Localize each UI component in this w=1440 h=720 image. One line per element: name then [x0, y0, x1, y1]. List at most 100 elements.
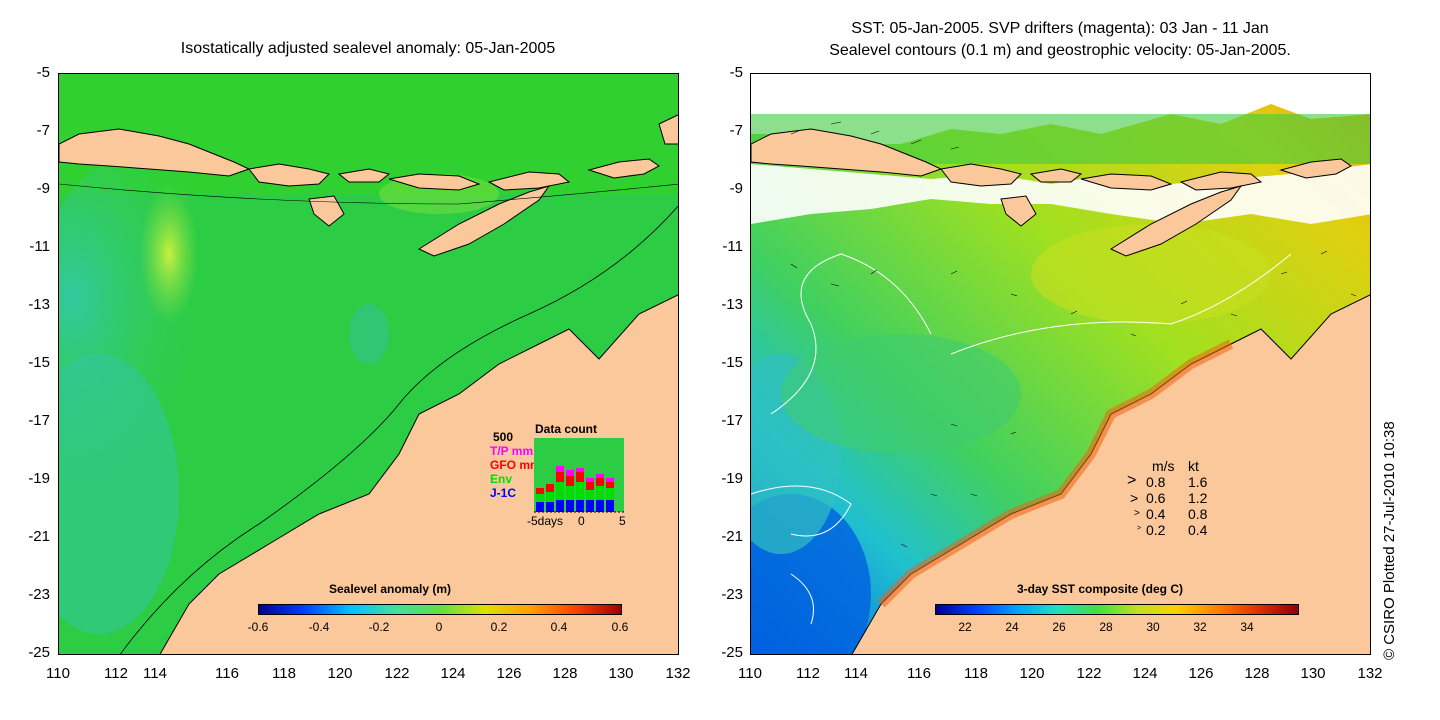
- left-colorbar-tick: 0.2: [490, 620, 508, 634]
- right-colorbar-label: 3-day SST composite (deg C): [1016, 582, 1184, 596]
- x-tick-label: 120: [327, 665, 353, 682]
- data-count-bar: [606, 478, 614, 512]
- y-tick-label: -23: [721, 586, 743, 603]
- data-count-xlabel: -5days: [527, 514, 564, 528]
- velocity-legend-arrow-icon: >: [1127, 472, 1137, 489]
- y-tick-label: -5: [729, 64, 743, 81]
- y-tick-label: -11: [722, 238, 743, 255]
- velocity-legend-ms: 0.6: [1146, 490, 1166, 506]
- data-count-bar: [556, 466, 564, 512]
- x-tick-label: 120: [1019, 665, 1045, 682]
- left-colorbar-tick: 0.6: [611, 620, 629, 634]
- y-tick-label: -9: [729, 180, 743, 197]
- y-tick-label: -25: [721, 644, 743, 661]
- data-count-title: Data count: [535, 422, 598, 436]
- velocity-legend-kt: 1.6: [1188, 474, 1208, 490]
- velocity-legend-ms: 0.4: [1146, 506, 1166, 522]
- plot-credit: © CSIRO Plotted 27-Jul-2010 10:38: [1381, 421, 1398, 660]
- x-tick-label: 122: [384, 665, 410, 682]
- data-count-bar: [586, 478, 594, 512]
- x-tick-label: 130: [608, 665, 634, 682]
- y-tick-label: -7: [36, 122, 50, 139]
- right-panel-title-line1: SST: 05-Jan-2005. SVP drifters (magenta)…: [851, 20, 1269, 37]
- data-count-series-j1c: J-1C: [490, 486, 517, 500]
- x-tick-label: 118: [272, 665, 296, 682]
- right-colorbar: [935, 604, 1299, 615]
- y-tick-label: -19: [721, 470, 743, 487]
- y-tick-label: -17: [28, 412, 50, 429]
- x-tick-label: 124: [440, 665, 466, 682]
- data-count-bar: [576, 468, 584, 512]
- right-colorbar-tick: 24: [1005, 620, 1019, 634]
- y-tick-label: -11: [29, 238, 50, 255]
- data-count-bar: [546, 484, 554, 512]
- data-count-bar: [566, 470, 574, 512]
- x-tick-label: 114: [844, 665, 868, 682]
- left-colorbar-tick: -0.6: [247, 620, 269, 634]
- y-tick-label: -23: [28, 586, 50, 603]
- y-tick-label: -13: [28, 296, 50, 313]
- x-tick-label: 118: [964, 665, 988, 682]
- velocity-legend-ms: 0.2: [1146, 522, 1166, 538]
- x-tick-label: 110: [46, 665, 70, 682]
- sst-map-graphic: [751, 74, 1370, 654]
- data-count-bar: [536, 488, 544, 512]
- left-colorbar-tick: 0.4: [550, 620, 568, 634]
- y-tick-label: -7: [729, 122, 743, 139]
- data-count-ymax: 500: [493, 430, 514, 444]
- x-tick-label: 130: [1300, 665, 1326, 682]
- y-tick-label: -15: [721, 354, 743, 371]
- x-tick-label: 116: [215, 665, 239, 682]
- right-colorbar-tick: 32: [1193, 620, 1207, 634]
- right-colorbar-tick: 28: [1099, 620, 1113, 634]
- right-colorbar-tick: 26: [1052, 620, 1066, 634]
- y-tick-label: -13: [721, 296, 743, 313]
- velocity-legend-arrow-icon: >: [1137, 525, 1142, 532]
- data-count-bars: [534, 438, 624, 513]
- x-tick-label: 132: [665, 665, 691, 682]
- x-tick-label: 112: [104, 665, 128, 682]
- sealevel-anomaly-map: [58, 73, 679, 655]
- y-tick-label: -17: [721, 412, 743, 429]
- x-tick-label: 126: [1188, 665, 1214, 682]
- data-count-xlabel: 5: [619, 514, 626, 528]
- left-colorbar-tick: -0.2: [368, 620, 390, 634]
- left-panel-title: Isostatically adjusted sealevel anomaly:…: [180, 40, 556, 57]
- right-colorbar-tick: 34: [1240, 620, 1254, 634]
- data-count-series-tp: T/P mm: [490, 444, 534, 458]
- x-tick-label: 132: [1357, 665, 1383, 682]
- x-tick-label: 116: [907, 665, 931, 682]
- x-tick-label: 128: [1244, 665, 1270, 682]
- y-tick-label: -21: [721, 528, 743, 545]
- velocity-legend-header-kt: kt: [1188, 458, 1199, 474]
- geostrophic-velocity-arrows: [790, 121, 1357, 548]
- x-tick-label: 122: [1076, 665, 1102, 682]
- right-panel-title-line2: Sealevel contours (0.1 m) and geostrophi…: [829, 42, 1291, 59]
- x-tick-label: 110: [738, 665, 762, 682]
- x-tick-label: 128: [552, 665, 578, 682]
- x-tick-label: 112: [796, 665, 820, 682]
- right-colorbar-tick: 22: [958, 620, 972, 634]
- left-colorbar-label: Sealevel anomaly (m): [328, 582, 452, 596]
- y-tick-label: -9: [36, 180, 50, 197]
- data-count-series-gfo: GFO mm: [490, 458, 541, 472]
- x-tick-label: 124: [1132, 665, 1158, 682]
- left-colorbar-tick: -0.4: [308, 620, 330, 634]
- velocity-legend-kt: 0.4: [1188, 522, 1208, 538]
- data-count-bar: [596, 474, 604, 512]
- left-colorbar: [258, 604, 622, 615]
- velocity-legend-ms: 0.8: [1146, 474, 1166, 490]
- y-tick-label: -21: [28, 528, 50, 545]
- right-colorbar-tick: 30: [1146, 620, 1160, 634]
- data-count-series-env: Env: [490, 472, 513, 486]
- velocity-legend-kt: 1.2: [1188, 490, 1208, 506]
- y-tick-label: -19: [28, 470, 50, 487]
- velocity-legend-arrow-icon: >: [1134, 508, 1140, 519]
- data-count-xlabel: 0: [578, 514, 585, 528]
- sealevel-anomaly-map-graphic: [59, 74, 678, 654]
- velocity-legend-header-ms: m/s: [1152, 458, 1175, 474]
- y-tick-label: -15: [28, 354, 50, 371]
- y-tick-label: -5: [36, 64, 50, 81]
- x-tick-label: 126: [496, 665, 522, 682]
- velocity-legend-kt: 0.8: [1188, 506, 1208, 522]
